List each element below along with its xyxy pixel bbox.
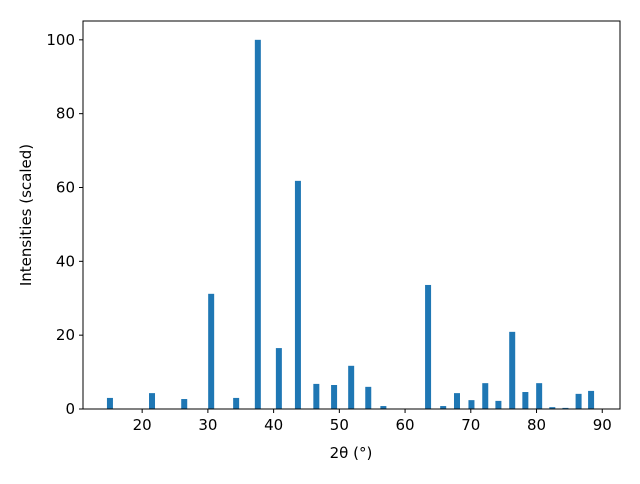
bar bbox=[562, 407, 569, 409]
bar bbox=[509, 331, 516, 409]
x-tick-label: 30 bbox=[198, 416, 217, 434]
bar bbox=[468, 400, 475, 409]
bar bbox=[495, 400, 502, 409]
bar bbox=[233, 397, 240, 409]
y-tick-label: 80 bbox=[56, 105, 75, 123]
x-tick-label: 20 bbox=[133, 416, 152, 434]
bar bbox=[208, 293, 215, 409]
bar bbox=[453, 393, 460, 409]
y-tick-label: 20 bbox=[56, 326, 75, 344]
x-tick-label: 50 bbox=[330, 416, 349, 434]
y-tick-label: 100 bbox=[46, 31, 75, 49]
bar bbox=[181, 399, 188, 409]
bar bbox=[254, 39, 261, 409]
bar bbox=[348, 365, 355, 409]
bar bbox=[380, 406, 387, 409]
x-tick-label: 90 bbox=[593, 416, 612, 434]
bar bbox=[482, 383, 489, 409]
bar bbox=[313, 383, 320, 409]
bar bbox=[549, 407, 556, 409]
bar bbox=[536, 383, 543, 409]
bar bbox=[440, 406, 447, 409]
bar bbox=[588, 390, 595, 409]
x-tick-label: 40 bbox=[264, 416, 283, 434]
x-tick-label: 70 bbox=[461, 416, 480, 434]
x-tick-label: 60 bbox=[396, 416, 415, 434]
x-tick-label: 80 bbox=[527, 416, 546, 434]
bar bbox=[522, 392, 529, 409]
bar bbox=[106, 397, 113, 409]
bar bbox=[425, 284, 432, 409]
y-axis-label: Intensities (scaled) bbox=[17, 144, 35, 286]
y-tick-label: 60 bbox=[56, 178, 75, 196]
bar bbox=[331, 385, 338, 409]
bar bbox=[365, 386, 372, 409]
bar bbox=[294, 180, 301, 409]
y-tick-label: 40 bbox=[56, 252, 75, 270]
plot-frame bbox=[82, 20, 621, 410]
x-axis-label: 2θ (°) bbox=[330, 444, 373, 462]
bar bbox=[149, 393, 156, 409]
bar bbox=[275, 348, 282, 409]
bar bbox=[575, 393, 582, 409]
y-tick-label: 0 bbox=[65, 400, 75, 418]
